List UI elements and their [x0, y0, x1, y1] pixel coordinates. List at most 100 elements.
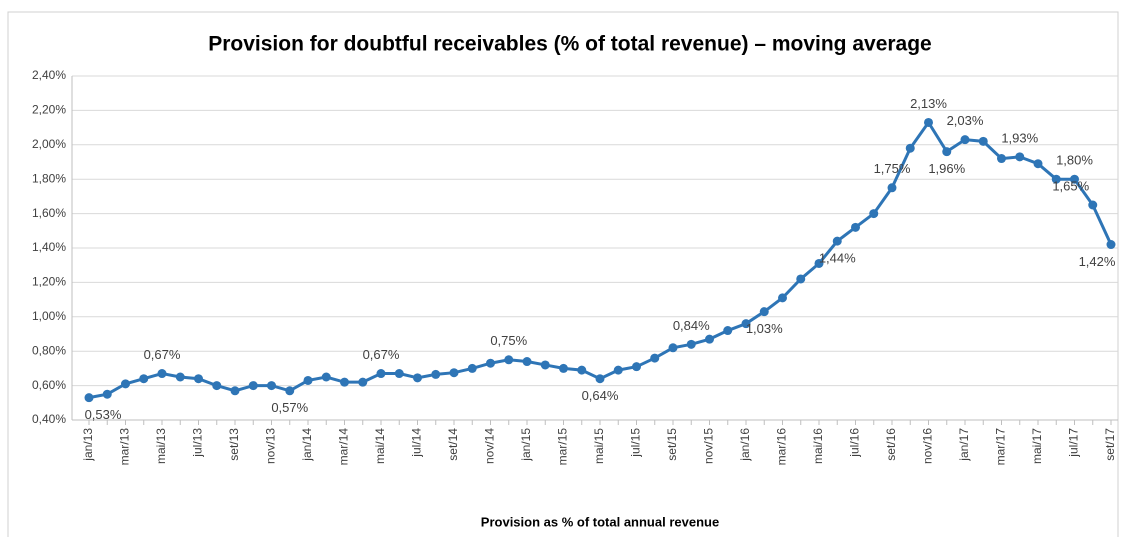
- x-tick-label: jan/13: [81, 428, 95, 462]
- data-label: 1,80%: [1056, 153, 1093, 168]
- data-label: 1,65%: [1052, 178, 1089, 193]
- frame: [7, 11, 1119, 537]
- y-tick-label: 2,20%: [32, 103, 66, 117]
- point: [340, 377, 349, 387]
- point: [84, 393, 94, 403]
- point: [814, 258, 824, 268]
- point: [832, 236, 842, 246]
- point: [540, 360, 550, 370]
- y-tick-label: 0,80%: [32, 343, 66, 357]
- point: [741, 319, 751, 329]
- x-tick-label: set/15: [665, 428, 679, 461]
- data-label: 1,03%: [746, 321, 783, 336]
- point: [394, 369, 404, 379]
- data-label: 2,03%: [947, 113, 984, 128]
- x-tick-label: mar/17: [994, 428, 1008, 466]
- point: [1088, 200, 1098, 210]
- y-tick-label: 2,40%: [32, 68, 66, 82]
- point: [212, 381, 222, 391]
- data-label: 1,93%: [1001, 130, 1038, 145]
- point: [449, 368, 459, 378]
- data-label: 1,96%: [928, 161, 965, 176]
- data-label: 0,64%: [582, 388, 619, 403]
- point: [759, 307, 769, 317]
- y-tick-label: 1,20%: [32, 275, 66, 289]
- point: [577, 365, 587, 375]
- x-tick-label: mar/13: [118, 428, 132, 466]
- point: [230, 386, 240, 396]
- point: [1070, 174, 1079, 184]
- point: [851, 222, 860, 232]
- point: [139, 374, 149, 384]
- point: [1033, 159, 1043, 169]
- point: [978, 136, 988, 146]
- x-tick-label: jul/17: [1067, 428, 1081, 458]
- point: [559, 363, 568, 373]
- point: [924, 117, 933, 127]
- y-tick-label: 0,40%: [32, 412, 66, 426]
- point: [285, 386, 295, 396]
- point: [905, 143, 915, 153]
- point: [175, 372, 185, 382]
- point: [376, 369, 386, 379]
- point: [267, 381, 276, 391]
- x-tick-label: mai/13: [154, 428, 168, 464]
- point: [796, 274, 806, 284]
- point: [121, 379, 130, 389]
- point: [486, 358, 495, 368]
- point: [358, 377, 368, 387]
- point: [613, 365, 623, 375]
- data-label: 0,57%: [271, 400, 308, 415]
- point: [194, 374, 203, 384]
- x-tick-label: jul/13: [191, 428, 205, 458]
- point: [960, 135, 970, 145]
- x-tick-label: jan/16: [738, 428, 752, 462]
- point: [467, 363, 477, 373]
- data-label: 0,67%: [363, 347, 400, 362]
- point: [1015, 152, 1025, 162]
- y-tick-label: 1,00%: [32, 309, 66, 323]
- x-tick-label: set/14: [446, 428, 460, 461]
- x-tick-label: jul/16: [848, 428, 862, 458]
- x-tick-label: mar/16: [775, 428, 789, 466]
- data-label: 0,84%: [673, 318, 710, 333]
- x-tick-label: mai/17: [1030, 428, 1044, 464]
- x-tick-label: jan/14: [300, 428, 314, 462]
- data-label: 0,75%: [490, 333, 527, 348]
- point: [1106, 240, 1116, 250]
- point: [705, 334, 714, 344]
- x-tick-label: mai/15: [592, 428, 606, 464]
- point: [723, 326, 733, 336]
- data-label: 0,53%: [85, 407, 122, 422]
- x-tick-label: nov/16: [921, 428, 935, 464]
- x-tick-label: nov/14: [483, 428, 497, 464]
- point: [595, 374, 605, 384]
- data-label: 1,75%: [874, 161, 911, 176]
- point: [632, 362, 641, 372]
- point: [248, 381, 258, 391]
- x-tick-label: jan/15: [519, 428, 533, 462]
- x-tick-label: mai/14: [373, 428, 387, 464]
- y-tick-label: 1,40%: [32, 240, 66, 254]
- data-label: 1,42%: [1079, 254, 1116, 269]
- point: [778, 293, 787, 303]
- chart-title: Provision for doubtful receivables (% of…: [208, 33, 932, 56]
- point: [668, 343, 678, 353]
- point: [650, 353, 660, 363]
- x-tick-label: jul/15: [629, 428, 643, 458]
- data-label: 0,67%: [144, 347, 181, 362]
- x-tick-label: jan/17: [957, 428, 971, 462]
- point: [869, 209, 879, 219]
- point: [522, 357, 532, 367]
- point: [321, 372, 331, 382]
- y-tick-label: 0,60%: [32, 378, 66, 392]
- data-label: 1,44%: [819, 251, 856, 266]
- x-tick-label: mar/15: [556, 428, 570, 466]
- point: [413, 373, 422, 383]
- x-tick-label: nov/13: [264, 428, 278, 464]
- point: [997, 154, 1006, 164]
- y-tick-label: 2,00%: [32, 137, 66, 151]
- data-label: 2,13%: [910, 96, 947, 111]
- x-tick-label: set/17: [1103, 428, 1117, 461]
